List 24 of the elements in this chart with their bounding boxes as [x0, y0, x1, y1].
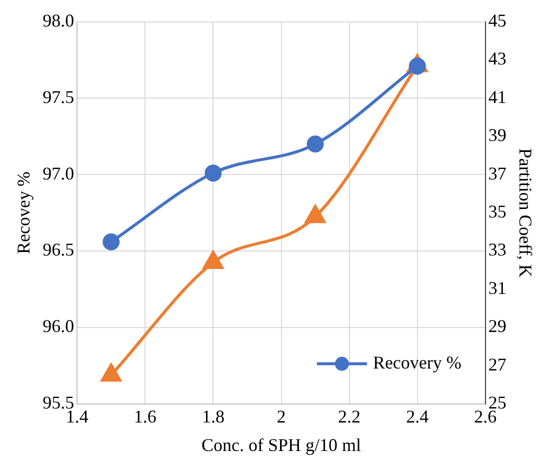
- y2-tick-label: 37: [488, 163, 506, 184]
- y-tick-label: 96.0: [42, 316, 74, 336]
- y2-tick-label: 39: [488, 125, 506, 146]
- x-tick-label: 2: [276, 406, 286, 426]
- y2-tick-label: 43: [488, 48, 506, 69]
- y2-tick-label: 29: [488, 316, 506, 336]
- y-tick-label: 97.0: [42, 163, 74, 184]
- x-tick-label: 2.2: [338, 406, 361, 426]
- y-tick-label: 96.5: [42, 240, 74, 260]
- y2-tick-label: 45: [488, 10, 506, 31]
- x-tick-label: 2.4: [406, 406, 429, 426]
- x-tick-label: 1.8: [202, 406, 224, 426]
- y2-axis-title: Partition Coeff, K: [515, 148, 536, 278]
- y-tick-label: 97.5: [42, 86, 74, 107]
- y2-tick-label: 33: [488, 240, 506, 260]
- y-axis-title: Recovey %: [14, 172, 34, 254]
- x-tick-label: 1.6: [134, 406, 156, 426]
- x-axis-title: Conc. of SPH g/10 ml: [201, 434, 362, 455]
- y2-tick-label: 27: [488, 354, 506, 374]
- legend-label: Recovery %: [372, 352, 462, 373]
- y2-tick-label: 31: [488, 278, 506, 298]
- y2-tick-label: 35: [488, 202, 506, 222]
- y2-tick-label: 41: [488, 86, 506, 107]
- y-tick-label: 98.0: [42, 10, 74, 31]
